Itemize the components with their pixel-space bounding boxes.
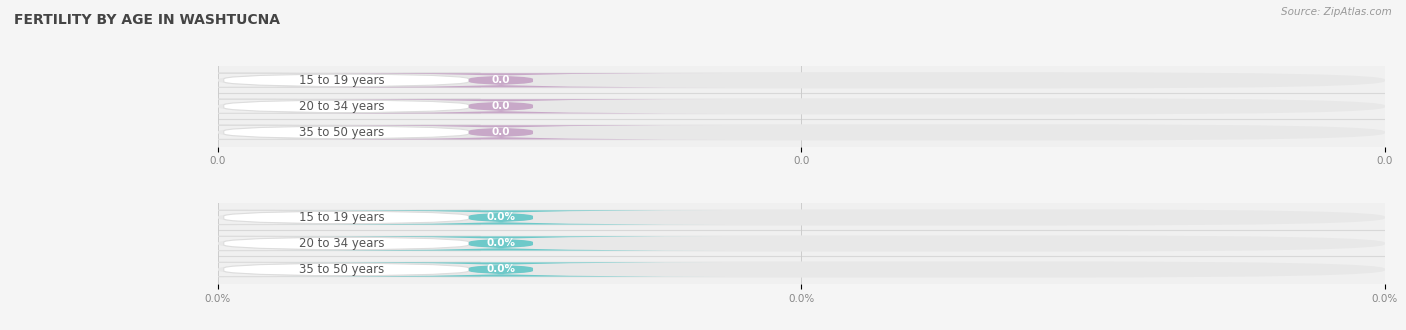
FancyBboxPatch shape — [276, 99, 725, 114]
FancyBboxPatch shape — [212, 210, 481, 224]
FancyBboxPatch shape — [276, 262, 725, 277]
Text: 20 to 34 years: 20 to 34 years — [298, 100, 384, 113]
Text: 0.0%: 0.0% — [486, 239, 516, 248]
FancyBboxPatch shape — [218, 209, 1385, 225]
FancyBboxPatch shape — [276, 125, 725, 140]
Text: 35 to 50 years: 35 to 50 years — [298, 263, 384, 276]
Text: FERTILITY BY AGE IN WASHTUCNA: FERTILITY BY AGE IN WASHTUCNA — [14, 13, 280, 27]
FancyBboxPatch shape — [218, 72, 1385, 88]
FancyBboxPatch shape — [276, 236, 725, 250]
FancyBboxPatch shape — [276, 210, 725, 224]
FancyBboxPatch shape — [212, 125, 481, 140]
Text: 15 to 19 years: 15 to 19 years — [298, 74, 384, 87]
Text: Source: ZipAtlas.com: Source: ZipAtlas.com — [1281, 7, 1392, 16]
Text: 15 to 19 years: 15 to 19 years — [298, 211, 384, 224]
FancyBboxPatch shape — [212, 236, 481, 250]
FancyBboxPatch shape — [212, 73, 481, 87]
FancyBboxPatch shape — [218, 235, 1385, 251]
Text: 0.0%: 0.0% — [486, 213, 516, 222]
Text: 0.0: 0.0 — [492, 127, 510, 137]
FancyBboxPatch shape — [218, 98, 1385, 115]
Text: 20 to 34 years: 20 to 34 years — [298, 237, 384, 250]
FancyBboxPatch shape — [218, 124, 1385, 141]
Text: 0.0: 0.0 — [492, 101, 510, 111]
FancyBboxPatch shape — [212, 262, 481, 277]
FancyBboxPatch shape — [276, 73, 725, 87]
FancyBboxPatch shape — [218, 261, 1385, 278]
FancyBboxPatch shape — [212, 99, 481, 114]
Text: 0.0%: 0.0% — [486, 264, 516, 275]
Text: 0.0: 0.0 — [492, 75, 510, 85]
Text: 35 to 50 years: 35 to 50 years — [298, 126, 384, 139]
